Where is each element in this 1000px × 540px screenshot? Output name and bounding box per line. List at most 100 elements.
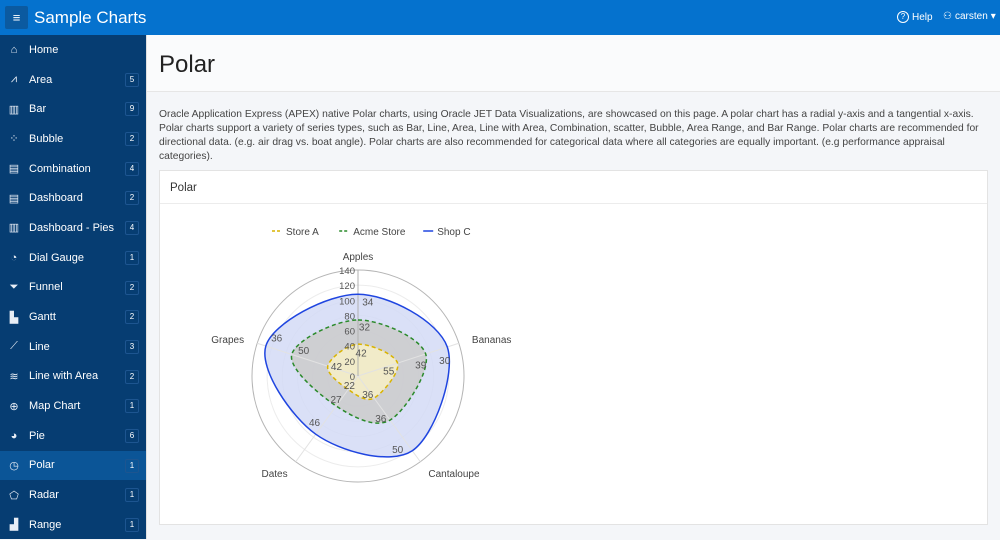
sidebar-item-dashboard[interactable]: ▤ Dashboard 2: [0, 183, 146, 213]
help-link[interactable]: ? Help: [897, 11, 933, 23]
category-label: Grapes: [211, 335, 244, 346]
sidebar-item-gantt[interactable]: ▙ Gantt 2: [0, 302, 146, 332]
data-label: 42: [331, 362, 343, 373]
radar-chart-icon: ⬠: [9, 489, 19, 502]
legend-label: Acme Store: [353, 227, 406, 238]
count-badge: 2: [125, 310, 139, 325]
help-icon: ?: [897, 11, 909, 23]
radial-tick-label: 80: [344, 311, 355, 322]
radial-tick-label: 100: [339, 296, 355, 307]
data-label: 30: [439, 356, 451, 367]
sidebar-item-area[interactable]: ⩘ Area 5: [0, 65, 146, 95]
sidebar-item-line-with-area[interactable]: ≋ Line with Area 2: [0, 362, 146, 392]
radial-tick-label: 140: [339, 266, 355, 277]
sidebar-item-label: Map Chart: [29, 400, 81, 413]
bar-chart-icon: ▥: [8, 103, 20, 116]
caret-down-icon: ▾: [990, 11, 996, 22]
sidebar-item-label: Radar: [29, 489, 59, 502]
sidebar-item-label: Gantt: [29, 311, 56, 324]
line-chart-icon: ⟋: [10, 340, 18, 353]
range-chart-icon: ▟: [9, 519, 19, 532]
sidebar-item-range[interactable]: ▟ Range 1: [0, 510, 146, 540]
radial-tick-label: 60: [344, 327, 355, 338]
chart-card: Polar 0 20 40 60 80 100 120 140 42 55 36 22 42 32 39 36…: [159, 170, 988, 525]
legend-label: Shop C: [437, 227, 470, 238]
sidebar-item-label: Dial Gauge: [29, 251, 85, 264]
count-badge: 5: [125, 72, 139, 87]
sidebar-item-label: Bar: [29, 103, 47, 116]
data-label: 27: [330, 395, 342, 406]
sidebar-item-bubble[interactable]: ⁘ Bubble 2: [0, 124, 146, 154]
sidebar-item-label: Pie: [29, 429, 45, 442]
count-badge: 2: [125, 132, 139, 147]
sidebar-item-label: Line with Area: [29, 370, 99, 383]
category-label: Apples: [343, 252, 374, 263]
sidebar-item-label: Polar: [29, 459, 55, 472]
series-line-shop-c: [264, 293, 451, 458]
polar-chart: 0204060801001201404255362242323936275034…: [211, 227, 511, 483]
count-badge: 9: [125, 102, 139, 117]
category-label: Bananas: [472, 335, 511, 346]
count-badge: 1: [125, 250, 139, 265]
user-name: carsten: [954, 11, 988, 22]
line-area-icon: ≋: [9, 370, 19, 383]
app-title[interactable]: Sample Charts: [34, 8, 147, 27]
data-label: 34: [362, 297, 374, 308]
sidebar-item-bar[interactable]: ▥ Bar 9: [0, 94, 146, 124]
sidebar-item-dial-gauge[interactable]: ◔ Dial Gauge 1: [0, 243, 146, 273]
data-label: 22: [344, 381, 356, 392]
sidebar-item-combination[interactable]: ▤ Combination 4: [0, 154, 146, 184]
count-badge: 1: [125, 458, 139, 473]
sidebar-item-label: Dashboard - Pies: [29, 221, 114, 234]
count-badge: 4: [125, 221, 139, 236]
data-label: 36: [271, 333, 283, 344]
title-region: Polar: [147, 35, 1000, 92]
sidebar-item-polar[interactable]: ◷ Polar 1: [0, 450, 146, 481]
count-badge: 3: [125, 339, 139, 354]
columns-icon: ▥: [8, 222, 20, 235]
sidebar-item-label: Line: [29, 340, 50, 353]
radial-tick-label: 20: [344, 357, 355, 368]
combination-chart-icon: ▤: [8, 163, 20, 176]
sidebar-item-home[interactable]: ⌂ Home: [0, 35, 146, 65]
sidebar-item-label: Combination: [29, 162, 91, 175]
polar-chart-icon: ◷: [9, 459, 19, 472]
top-bar: ≡ Sample Charts ? Help ⚇ carsten ▾: [0, 0, 1000, 35]
sidebar-item-radar[interactable]: ⬠ Radar 1: [0, 480, 146, 510]
data-label: 55: [383, 366, 395, 377]
funnel-icon: ⏷: [9, 280, 19, 293]
sidebar-item-line[interactable]: ⟋ Line 3: [0, 332, 146, 362]
sidebar-item-label: Funnel: [29, 281, 63, 294]
card-title: Polar: [160, 171, 987, 204]
radial-axis-line: [295, 375, 359, 463]
radial-tick-label: 0: [350, 372, 355, 383]
sidebar-item-label: Dashboard: [29, 192, 83, 205]
hamburger-menu-icon[interactable]: ≡: [5, 6, 28, 29]
count-badge: 1: [125, 488, 139, 503]
radial-axis-line: [357, 375, 421, 463]
page-title: Polar: [159, 51, 216, 78]
sidebar-item-map-chart[interactable]: ⊕ Map Chart 1: [0, 391, 146, 421]
data-label: 46: [309, 418, 321, 429]
dashboard-icon: ▤: [8, 192, 20, 205]
category-label: Cantaloupe: [428, 469, 480, 480]
radial-tick-label: 40: [344, 342, 355, 353]
category-label: Dates: [261, 469, 287, 480]
sidebar-item-dashboard-pies[interactable]: ▥ Dashboard - Pies 4: [0, 213, 146, 243]
series-line-store-a: [327, 343, 399, 401]
sidebar-item-label: Area: [29, 73, 53, 86]
count-badge: 1: [125, 518, 139, 532]
user-menu[interactable]: ⚇ carsten ▾: [943, 11, 996, 22]
sidebar-item-pie[interactable]: ◕ Pie 6: [0, 421, 146, 451]
gauge-icon: ◔: [10, 251, 18, 264]
bubble-chart-icon: ⁘: [9, 133, 19, 146]
sidebar-item-label: Range: [29, 518, 62, 531]
area-chart-icon: ⩘: [10, 73, 18, 86]
globe-icon: ⊕: [9, 400, 19, 413]
radial-tick-label: 120: [339, 281, 355, 292]
sidebar-item-funnel[interactable]: ⏷ Funnel 2: [0, 273, 146, 303]
pie-chart-icon: ◕: [10, 429, 18, 442]
home-icon: ⌂: [10, 43, 18, 56]
sidebar-nav: ⌂ Home ⩘ Area 5 ▥ Bar 9 ⁘ Bubble 2 ▤ Combination 4 ▤ Da…: [0, 35, 147, 539]
data-label: 42: [356, 348, 368, 359]
